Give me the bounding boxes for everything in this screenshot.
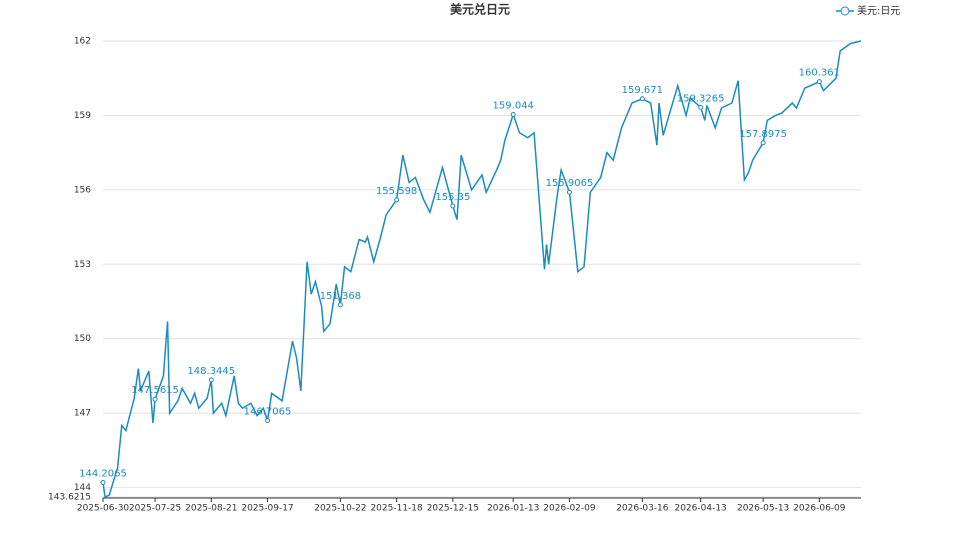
x-tick-label: 2026-04-13 [674, 504, 726, 514]
data-label: 159.671 [622, 85, 663, 96]
legend-icon [840, 6, 850, 16]
y-tick-label: 147 [74, 409, 91, 419]
point [394, 197, 400, 203]
y-tick-label: 144 [74, 483, 91, 493]
x-tick-label: 2025-11-18 [370, 504, 423, 514]
point [100, 479, 106, 485]
y-tick-label: 143.6215 [48, 493, 91, 503]
data-label: 159.044 [493, 100, 534, 111]
data-label: 155.9065 [546, 178, 594, 189]
x-tick-label: 2026-01-13 [487, 504, 539, 514]
chart-title: 美元兑日元 [450, 2, 510, 17]
data-label: 148.3445 [187, 366, 235, 377]
y-tick-label: 153 [74, 260, 91, 270]
data-label: 144.2065 [79, 468, 127, 479]
point [698, 104, 704, 110]
x-tick-label: 2025-06-30 [77, 504, 130, 514]
legend-label: 美元:日元 [857, 4, 900, 17]
data-label: 159.3265 [677, 93, 725, 104]
x-tick-label: 2025-12-15 [427, 504, 479, 514]
point [566, 189, 572, 195]
point [152, 396, 158, 402]
point [510, 111, 516, 117]
point [265, 417, 271, 423]
y-tick-label: 156 [74, 185, 91, 195]
line [102, 40, 862, 499]
data-label: 155.35 [435, 192, 470, 203]
point [816, 79, 822, 85]
point [639, 96, 645, 102]
point [337, 302, 343, 308]
x-tick-label: 2026-06-09 [793, 504, 846, 514]
y-tick-label: 159 [74, 111, 91, 121]
y-tick-label: 162 [74, 37, 91, 47]
x-tick-label: 2025-09-17 [241, 504, 293, 514]
point [208, 377, 214, 383]
data-label: 157.8975 [739, 129, 787, 140]
data-label: 155.598 [376, 186, 417, 197]
x-tick-label: 2025-10-22 [314, 504, 366, 514]
point [760, 140, 766, 146]
data-label: 146.7065 [244, 406, 292, 417]
data-label: 160.361 [799, 68, 840, 79]
x-tick-label: 2025-07-25 [129, 504, 181, 514]
x-tick-label: 2026-05-13 [737, 504, 789, 514]
data-label: 147.5615 [131, 385, 179, 396]
x-tick-label: 2026-02-09 [543, 504, 596, 514]
y-tick-label: 150 [74, 334, 91, 344]
point [450, 203, 456, 209]
data-label: 151.368 [320, 291, 361, 302]
x-tick-label: 2026-03-16 [616, 504, 669, 514]
x-tick-label: 2025-08-21 [185, 504, 237, 514]
